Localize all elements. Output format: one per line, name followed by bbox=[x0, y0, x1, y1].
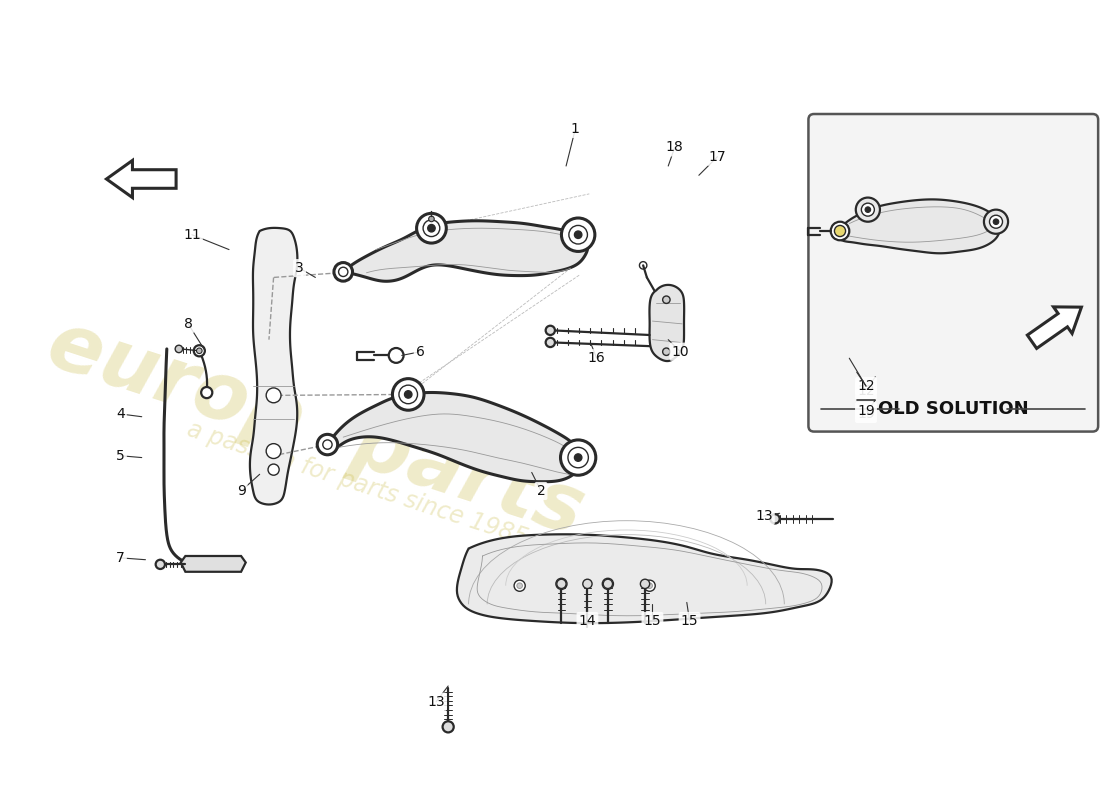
Text: OLD SOLUTION: OLD SOLUTION bbox=[878, 400, 1028, 418]
Text: 15: 15 bbox=[644, 614, 661, 628]
FancyBboxPatch shape bbox=[808, 114, 1098, 431]
Text: 5: 5 bbox=[116, 449, 124, 462]
Circle shape bbox=[568, 447, 588, 468]
Circle shape bbox=[197, 348, 202, 354]
Polygon shape bbox=[343, 221, 587, 282]
Circle shape bbox=[990, 215, 1002, 228]
Circle shape bbox=[559, 581, 564, 586]
Circle shape bbox=[647, 583, 652, 589]
Circle shape bbox=[388, 348, 404, 363]
Polygon shape bbox=[835, 199, 1000, 254]
Circle shape bbox=[317, 434, 338, 454]
Circle shape bbox=[603, 579, 613, 589]
Circle shape bbox=[583, 579, 592, 589]
Circle shape bbox=[156, 560, 165, 569]
Circle shape bbox=[770, 514, 780, 523]
Circle shape bbox=[569, 226, 587, 244]
Circle shape bbox=[546, 326, 554, 335]
Circle shape bbox=[424, 220, 440, 237]
Circle shape bbox=[645, 580, 656, 591]
Text: 4: 4 bbox=[116, 407, 124, 421]
Polygon shape bbox=[180, 556, 245, 572]
Circle shape bbox=[561, 440, 596, 475]
Circle shape bbox=[517, 583, 522, 589]
Circle shape bbox=[266, 388, 280, 402]
Text: europ  parts: europ parts bbox=[37, 305, 593, 551]
Circle shape bbox=[546, 338, 554, 347]
Text: 19: 19 bbox=[857, 407, 874, 421]
Circle shape bbox=[266, 444, 280, 458]
Text: 11: 11 bbox=[183, 228, 201, 242]
Polygon shape bbox=[107, 161, 176, 198]
Circle shape bbox=[201, 387, 212, 398]
Circle shape bbox=[428, 225, 436, 232]
Circle shape bbox=[983, 210, 1008, 234]
Text: 13: 13 bbox=[427, 694, 444, 709]
Circle shape bbox=[405, 390, 411, 398]
Circle shape bbox=[561, 218, 595, 251]
Text: a passion for parts since 1985: a passion for parts since 1985 bbox=[184, 417, 530, 550]
Text: 8: 8 bbox=[184, 317, 192, 331]
Circle shape bbox=[334, 262, 352, 281]
Circle shape bbox=[574, 454, 582, 462]
Text: 12: 12 bbox=[857, 379, 874, 393]
Text: 3: 3 bbox=[295, 261, 304, 275]
Circle shape bbox=[830, 222, 849, 240]
Text: 17: 17 bbox=[708, 150, 726, 164]
Circle shape bbox=[993, 219, 999, 225]
Circle shape bbox=[556, 578, 566, 590]
Circle shape bbox=[322, 440, 332, 450]
Circle shape bbox=[429, 216, 434, 222]
Circle shape bbox=[640, 579, 650, 589]
Text: 1: 1 bbox=[571, 122, 580, 136]
Circle shape bbox=[662, 348, 670, 355]
Circle shape bbox=[393, 378, 424, 410]
Circle shape bbox=[339, 267, 348, 277]
Circle shape bbox=[268, 464, 279, 475]
Text: 14: 14 bbox=[579, 614, 596, 628]
Circle shape bbox=[175, 346, 183, 353]
Text: 15: 15 bbox=[681, 614, 698, 628]
Text: 2: 2 bbox=[537, 484, 546, 498]
Polygon shape bbox=[649, 285, 684, 361]
Polygon shape bbox=[1027, 307, 1081, 349]
Text: 9: 9 bbox=[236, 484, 245, 498]
Circle shape bbox=[865, 207, 870, 213]
Circle shape bbox=[574, 231, 582, 238]
Text: 6: 6 bbox=[416, 345, 425, 358]
Circle shape bbox=[662, 296, 670, 303]
Circle shape bbox=[399, 385, 418, 404]
Polygon shape bbox=[250, 228, 297, 505]
Circle shape bbox=[861, 203, 875, 216]
Circle shape bbox=[417, 214, 447, 243]
Text: 18: 18 bbox=[666, 141, 683, 154]
Circle shape bbox=[856, 198, 880, 222]
Text: 7: 7 bbox=[116, 551, 124, 565]
Circle shape bbox=[603, 578, 614, 590]
Circle shape bbox=[835, 226, 846, 237]
Polygon shape bbox=[328, 393, 580, 482]
Text: 16: 16 bbox=[587, 351, 606, 366]
Circle shape bbox=[442, 722, 453, 733]
Text: 10: 10 bbox=[671, 345, 689, 358]
Circle shape bbox=[557, 579, 566, 589]
Polygon shape bbox=[456, 534, 832, 623]
Text: 19: 19 bbox=[857, 404, 874, 418]
Circle shape bbox=[194, 346, 205, 356]
Circle shape bbox=[605, 581, 610, 586]
Text: 13: 13 bbox=[755, 509, 772, 523]
Text: 12: 12 bbox=[857, 384, 874, 398]
Circle shape bbox=[514, 580, 525, 591]
